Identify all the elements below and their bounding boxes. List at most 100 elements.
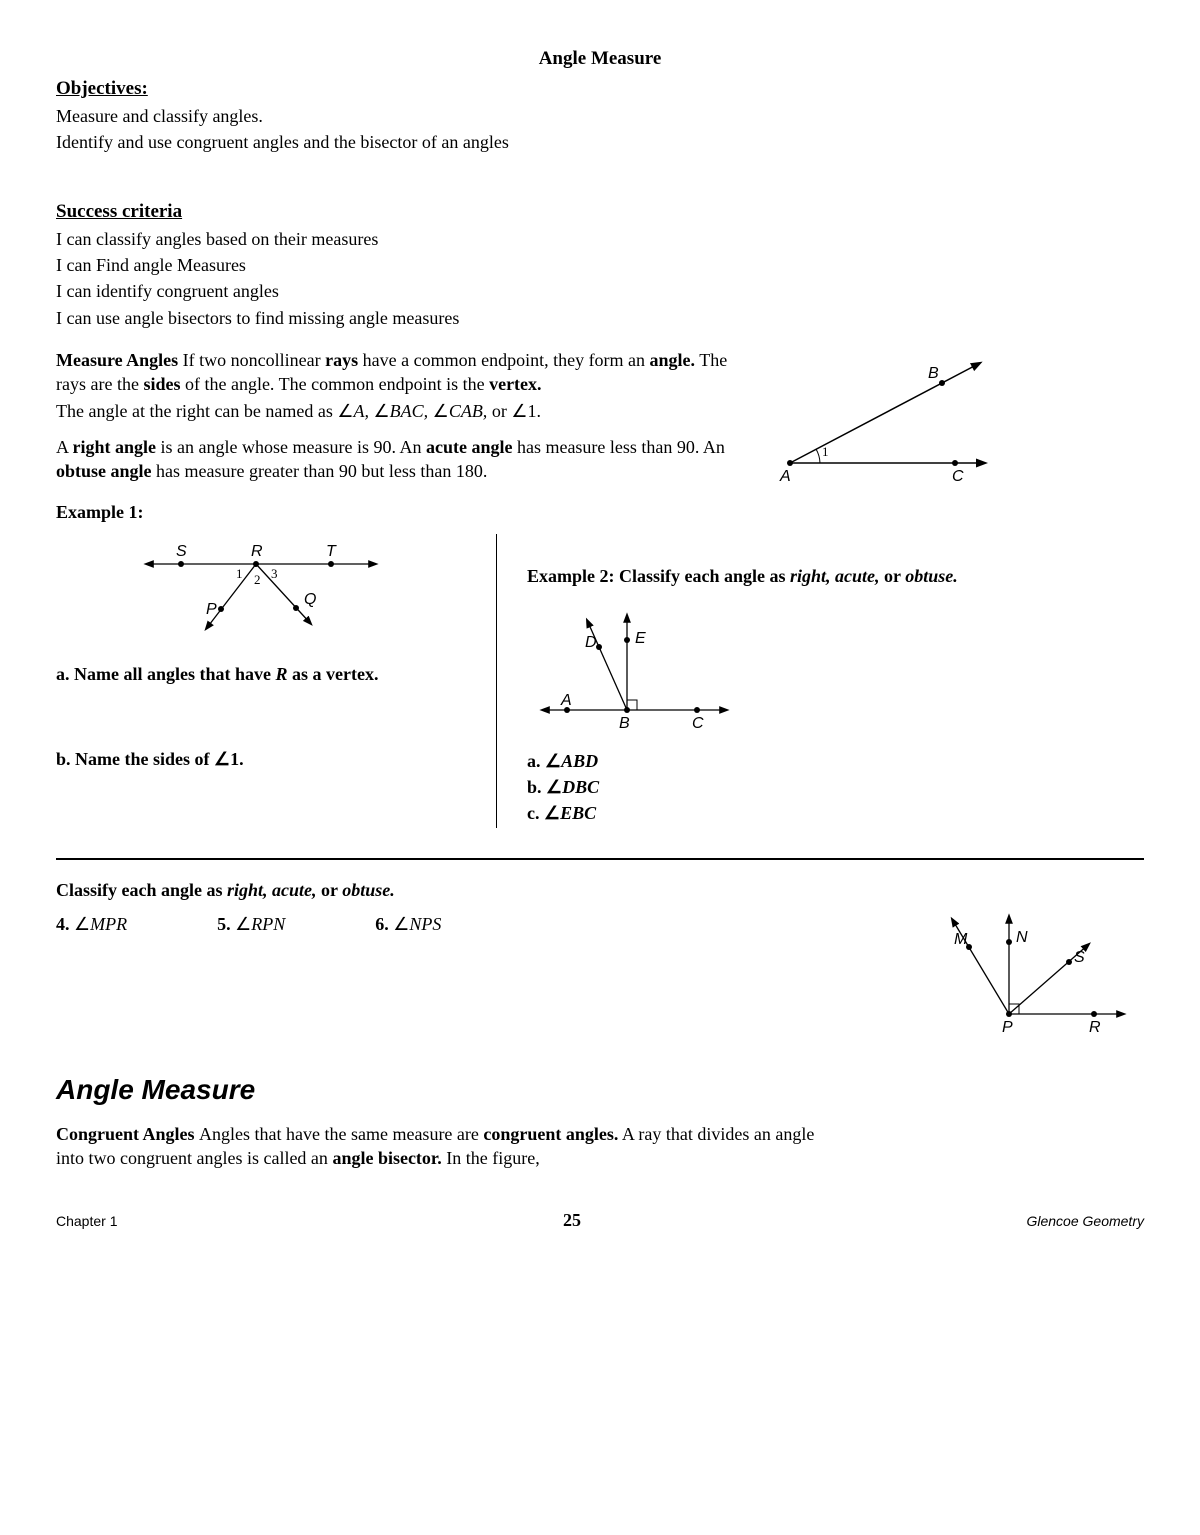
ma-angle: angle. bbox=[650, 350, 696, 370]
fig-bac-B: B bbox=[928, 365, 939, 382]
e1-P: P bbox=[206, 601, 217, 618]
divider bbox=[56, 858, 1144, 860]
objectives-block: Objectives: Measure and classify angles.… bbox=[56, 76, 1144, 154]
measure-angles-para: Measure Angles If two noncollinear rays … bbox=[56, 348, 736, 397]
ma-n1: 1. bbox=[527, 401, 541, 421]
example2-heading: Example 2: Classify each angle as right,… bbox=[527, 564, 1144, 588]
e2-h1: Example 2: bbox=[527, 566, 619, 586]
ma-nBAC: BAC, bbox=[390, 401, 429, 421]
e2-E: E bbox=[635, 630, 646, 647]
ma-ang4: ∠ bbox=[511, 401, 527, 421]
ma-ang1: ∠ bbox=[337, 401, 353, 421]
e2-h4: or bbox=[880, 566, 906, 586]
q4: 4. ∠MPR bbox=[56, 912, 127, 936]
e2-D: D bbox=[585, 634, 597, 651]
ma-nCAB: CAB, bbox=[449, 401, 488, 421]
success-l1: I can classify angles based on their mea… bbox=[56, 227, 1144, 251]
ma-t2c: ∠ bbox=[369, 401, 390, 421]
page-footer: Chapter 1 25 Glencoe Geometry bbox=[56, 1210, 1144, 1231]
classify-questions: 4. ∠MPR 5. ∠RPN 6. ∠NPS bbox=[56, 912, 914, 938]
e2-h3: right, acute, bbox=[790, 566, 880, 586]
ra-e: has measure less than 90. An bbox=[512, 437, 724, 457]
fig-N: N bbox=[1016, 929, 1028, 946]
ma-t2e: or bbox=[487, 401, 511, 421]
e2-h5: obtuse. bbox=[905, 566, 958, 586]
ma-t2a: The angle at the right can be named as bbox=[56, 401, 337, 421]
figure-mnprs: M N S P R bbox=[914, 904, 1144, 1034]
ra-c: is an angle whose measure is 90. An bbox=[156, 437, 426, 457]
e2-b-ang: ∠ bbox=[546, 777, 562, 797]
e2-qb: b. ∠DBC bbox=[527, 775, 1144, 799]
measure-angles-row: Measure Angles If two noncollinear rays … bbox=[56, 348, 1144, 488]
e1-qa-2: R bbox=[276, 664, 288, 684]
e1-qa-1: a. Name all angles that have bbox=[56, 664, 276, 684]
fig-P: P bbox=[1002, 1019, 1013, 1034]
e2-B: B bbox=[619, 715, 630, 732]
cg-t5: In the figure, bbox=[442, 1148, 540, 1168]
objectives-heading: Objectives: bbox=[56, 78, 148, 99]
q5a: 5. bbox=[217, 914, 235, 934]
e1-qb-1: b. Name the sides of bbox=[56, 749, 214, 769]
q4a: 4. bbox=[56, 914, 74, 934]
cg-t1: Angles that have the same measure are bbox=[199, 1124, 483, 1144]
e1-T: T bbox=[326, 543, 337, 560]
ra-right: right angle bbox=[73, 437, 157, 457]
objectives-line-1: Measure and classify angles. bbox=[56, 104, 1144, 128]
ma-t1g: of the angle. The common endpoint is the bbox=[180, 374, 489, 394]
q6a: 6. bbox=[375, 914, 393, 934]
congruent-para: Congruent Angles Angles that have the sa… bbox=[56, 1122, 816, 1171]
q6ang: ∠ bbox=[393, 914, 409, 934]
ma-lead: Measure Angles bbox=[56, 350, 183, 370]
e1-n1: 1 bbox=[236, 566, 243, 581]
q5ang: ∠ bbox=[235, 914, 251, 934]
example1-qa: a. Name all angles that have R as a vert… bbox=[56, 662, 476, 686]
q4n: MPR bbox=[90, 914, 127, 934]
e1-n3: 3 bbox=[271, 566, 278, 581]
ra-g: has measure greater than 90 but less tha… bbox=[152, 461, 488, 481]
success-l2: I can Find angle Measures bbox=[56, 253, 1144, 277]
example2-block: Example 2: Classify each angle as right,… bbox=[527, 534, 1144, 827]
e1-qb-2: ∠ bbox=[214, 749, 230, 769]
cg-lead: Congruent Angles bbox=[56, 1124, 199, 1144]
measure-angles-names: The angle at the right can be named as ∠… bbox=[56, 399, 736, 423]
example1-block: S R T P Q 1 2 3 a. Name all angles that … bbox=[56, 534, 496, 827]
fig-R: R bbox=[1089, 1019, 1101, 1034]
e2-b-name: DBC bbox=[562, 777, 599, 797]
e1-qb-3: 1. bbox=[230, 749, 244, 769]
objectives-line-2: Identify and use congruent angles and th… bbox=[56, 130, 1144, 154]
success-block: Success criteria I can classify angles b… bbox=[56, 199, 1144, 330]
cg-t4: angle bisector. bbox=[332, 1148, 441, 1168]
success-l3: I can identify congruent angles bbox=[56, 279, 1144, 303]
c-r: right, acute, bbox=[227, 880, 317, 900]
ra-acute: acute angle bbox=[426, 437, 512, 457]
e2-c-name: EBC bbox=[560, 803, 596, 823]
fig-bac-1: 1 bbox=[822, 444, 829, 459]
e2-A: A bbox=[560, 692, 572, 709]
c-ob: obtuse. bbox=[342, 880, 395, 900]
success-l4: I can use angle bisectors to find missin… bbox=[56, 306, 1144, 330]
classify-lead: Classify each angle as right, acute, or … bbox=[56, 878, 1144, 902]
e2-qc: c. ∠EBC bbox=[527, 801, 1144, 825]
e1-n2: 2 bbox=[254, 572, 261, 587]
q5: 5. ∠RPN bbox=[217, 912, 285, 936]
q5n: RPN bbox=[251, 914, 285, 934]
e1-Q: Q bbox=[304, 591, 316, 608]
page-title: Angle Measure bbox=[56, 48, 1144, 70]
e2-h2: Classify each angle as bbox=[619, 566, 790, 586]
q4ang: ∠ bbox=[74, 914, 90, 934]
page-number: 25 bbox=[563, 1210, 581, 1231]
ma-t2d: ∠ bbox=[428, 401, 449, 421]
book-name: Glencoe Geometry bbox=[1026, 1213, 1144, 1229]
fig-M: M bbox=[954, 931, 968, 948]
chapter-label: Chapter 1 bbox=[56, 1213, 117, 1229]
fig-bac-A: A bbox=[779, 468, 791, 485]
cg-t2: congruent angles. bbox=[483, 1124, 618, 1144]
e1-R: R bbox=[251, 543, 263, 560]
fig-S: S bbox=[1074, 949, 1085, 966]
ra-a: A bbox=[56, 437, 73, 457]
ma-nA: A, bbox=[354, 401, 370, 421]
e1-S: S bbox=[176, 543, 187, 560]
e2-a-name: ABD bbox=[561, 751, 598, 771]
e2-a-pre: a. bbox=[527, 751, 545, 771]
right-acute-para: A right angle is an angle whose measure … bbox=[56, 435, 736, 484]
